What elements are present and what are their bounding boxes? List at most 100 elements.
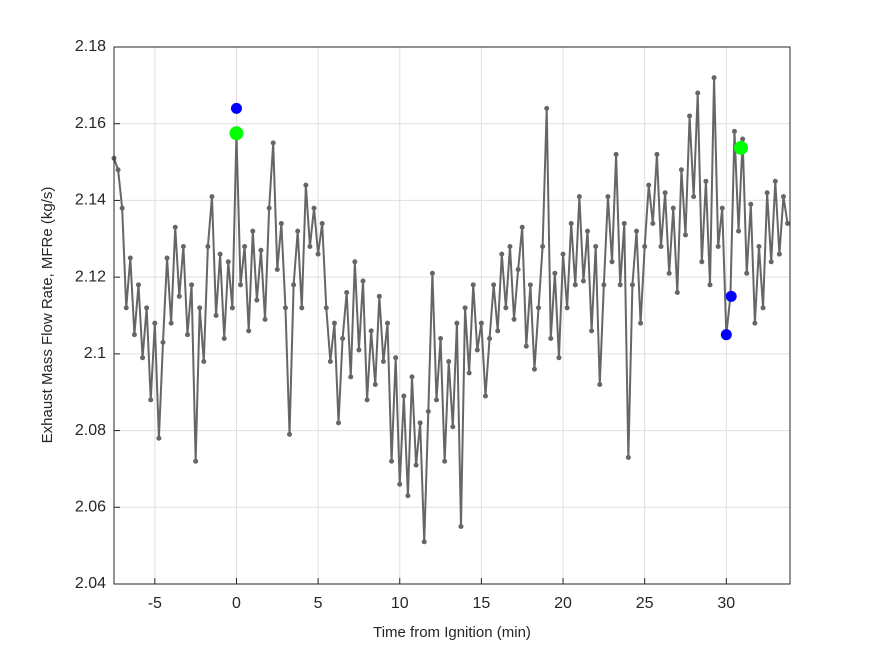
data-point: [397, 481, 403, 487]
data-point: [331, 320, 337, 326]
data-point: [682, 232, 688, 238]
data-point: [327, 359, 333, 365]
data-point: [409, 374, 415, 380]
data-point: [674, 289, 680, 295]
data-point: [785, 220, 791, 226]
data-point: [127, 255, 133, 261]
x-tick-label: 5: [314, 595, 323, 612]
data-point: [560, 251, 566, 257]
data-point: [719, 205, 725, 211]
y-tick-label: 2.12: [75, 268, 106, 285]
data-point: [593, 243, 599, 249]
data-point: [695, 90, 701, 96]
x-axis-label: Time from Ignition (min): [373, 624, 531, 641]
data-point: [172, 224, 178, 230]
data-point: [764, 190, 770, 196]
data-point: [205, 243, 211, 249]
data-point: [336, 420, 342, 426]
data-point: [756, 243, 762, 249]
data-point: [458, 523, 464, 529]
data-point: [197, 305, 203, 311]
data-point: [523, 343, 529, 349]
data-point: [454, 320, 460, 326]
data-point: [629, 282, 635, 288]
data-point: [287, 431, 293, 437]
data-point: [364, 397, 370, 403]
data-point: [642, 243, 648, 249]
highlight-point: [720, 329, 732, 341]
data-point: [417, 420, 423, 426]
y-tick-label: 2.04: [75, 575, 106, 592]
data-point: [466, 370, 472, 376]
data-point: [531, 366, 537, 372]
data-point: [262, 316, 268, 322]
data-point: [266, 205, 272, 211]
y-tick-label: 2.18: [75, 38, 106, 55]
data-point: [135, 282, 141, 288]
x-tick-label: 10: [391, 595, 409, 612]
data-point: [229, 305, 235, 311]
data-point: [221, 336, 227, 342]
data-point: [601, 282, 607, 288]
data-point: [527, 282, 533, 288]
data-point: [625, 454, 631, 460]
x-tick-label: 15: [472, 595, 490, 612]
data-point: [393, 355, 399, 361]
data-point: [503, 305, 509, 311]
y-tick-label: 2.16: [75, 115, 106, 132]
data-point: [736, 228, 742, 234]
data-point: [646, 182, 652, 188]
data-point: [470, 282, 476, 288]
data-point: [564, 305, 570, 311]
data-point: [291, 282, 297, 288]
data-point: [217, 251, 223, 257]
data-point: [421, 539, 427, 545]
data-point: [519, 224, 525, 230]
x-tick-label: 25: [636, 595, 654, 612]
data-point: [446, 359, 452, 365]
data-point: [303, 182, 309, 188]
data-point: [658, 243, 664, 249]
data-point: [242, 243, 248, 249]
data-point: [442, 458, 448, 464]
y-tick-label: 2.1: [84, 345, 106, 362]
data-point: [605, 194, 611, 200]
data-point: [258, 247, 264, 253]
y-tick-label: 2.06: [75, 499, 106, 516]
data-point: [511, 316, 517, 322]
data-point: [450, 424, 456, 430]
data-point: [184, 332, 190, 338]
x-tick-label: 20: [554, 595, 572, 612]
data-point: [152, 320, 158, 326]
data-point: [678, 167, 684, 173]
highlight-point: [725, 290, 737, 302]
data-line: [113, 77, 789, 542]
data-point: [507, 243, 513, 249]
data-point: [666, 270, 672, 276]
data-point: [654, 151, 660, 157]
data-point: [344, 289, 350, 295]
data-point: [687, 113, 693, 119]
data-point: [576, 194, 582, 200]
data-point: [140, 355, 146, 361]
y-axis-label: Exhaust Mass Flow Rate, MFRe (kg/s): [39, 187, 56, 444]
data-point: [597, 382, 603, 388]
data-point: [356, 347, 362, 353]
data-point: [748, 201, 754, 207]
y-tick-label: 2.08: [75, 422, 106, 439]
data-point: [323, 305, 329, 311]
data-point: [160, 339, 166, 345]
data-point: [389, 458, 395, 464]
data-point: [119, 205, 125, 211]
data-point: [148, 397, 154, 403]
data-point: [282, 305, 288, 311]
data-point: [478, 320, 484, 326]
data-point: [405, 493, 411, 499]
x-tick-label: -5: [148, 595, 162, 612]
data-point: [156, 435, 162, 441]
data-point: [691, 194, 697, 200]
data-point: [536, 305, 542, 311]
data-point: [699, 259, 705, 265]
